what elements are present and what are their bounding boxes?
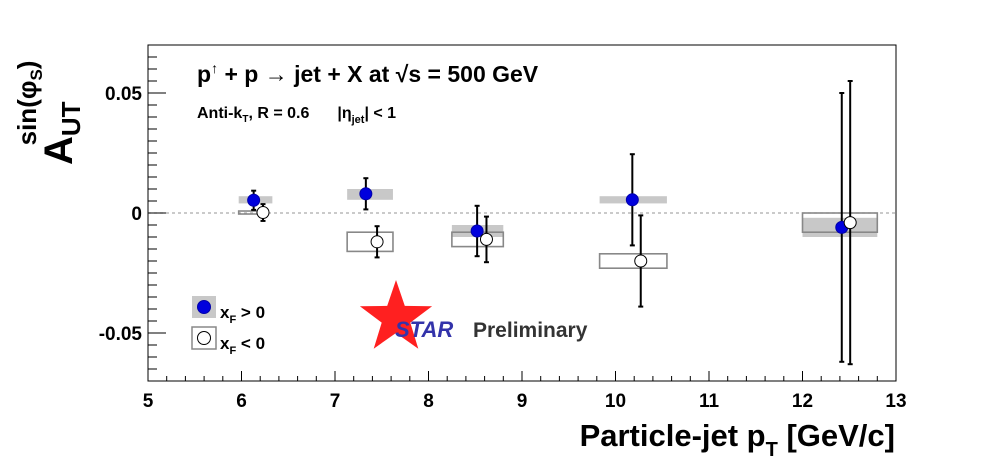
legend-marker-xf-pos [197, 300, 211, 314]
data-point-xf-neg [256, 206, 270, 220]
legend-label-xf-pos: xF > 0 [220, 303, 265, 326]
x-tick-label: 10 [605, 391, 626, 412]
data-point-xf-pos [359, 187, 373, 201]
x-tick-label: 5 [143, 391, 154, 412]
y-tick-label: -0.05 [99, 324, 143, 345]
data-point-xf-neg [634, 254, 648, 268]
systematic-boxes [237, 189, 879, 270]
x-tick-label: 9 [517, 391, 528, 412]
x-axis-label: Particle-jet pT [GeV/c] [580, 418, 895, 461]
data-point-xf-pos [470, 224, 484, 238]
chart-title: p↑ + p → jet + X at √s = 500 GeV [197, 60, 539, 87]
preliminary-text: Preliminary [473, 319, 588, 342]
star-logo-text: STAR [395, 317, 453, 342]
syst-box-xf-neg [598, 253, 668, 270]
data-point-xf-pos [247, 193, 261, 207]
legend-marker-xf-neg [197, 331, 211, 345]
x-tick-label: 8 [423, 391, 434, 412]
legend: xF > 0 xF < 0 [191, 296, 265, 357]
data-point-xf-neg [479, 232, 493, 246]
y-tick-label: 0 [131, 204, 142, 225]
axis-ticks [147, 44, 897, 382]
x-tick-label: 12 [792, 391, 813, 412]
legend-entry-xf-pos: xF > 0 [192, 296, 265, 326]
star-preliminary-watermark: STAR Preliminary [359, 280, 588, 349]
legend-entry-xf-neg: xF < 0 [191, 326, 265, 357]
y-tick-labels: 0.05 0 -0.05 [99, 84, 143, 345]
chart-subtitle: Anti-kT, R = 0.6 |ηjet| < 1 [197, 105, 396, 126]
data-point-xf-neg [370, 235, 384, 249]
x-tick-label: 7 [330, 391, 341, 412]
data-point-xf-neg [843, 216, 857, 230]
legend-swatch-xf-neg [191, 326, 217, 350]
x-tick-labels: 5 6 7 8 9 10 11 12 13 [143, 391, 907, 412]
y-tick-label: 0.05 [105, 84, 142, 105]
data-markers [247, 187, 857, 268]
star-logo-icon [359, 280, 433, 349]
x-tick-label: 11 [699, 391, 720, 412]
legend-label-xf-neg: xF < 0 [220, 334, 265, 357]
data-point-xf-pos [625, 193, 639, 207]
y-axis-label: AUTsin(φS) [12, 61, 86, 165]
x-tick-label: 6 [236, 391, 247, 412]
syst-box-xf-neg [346, 231, 394, 253]
x-tick-label: 13 [885, 391, 906, 412]
